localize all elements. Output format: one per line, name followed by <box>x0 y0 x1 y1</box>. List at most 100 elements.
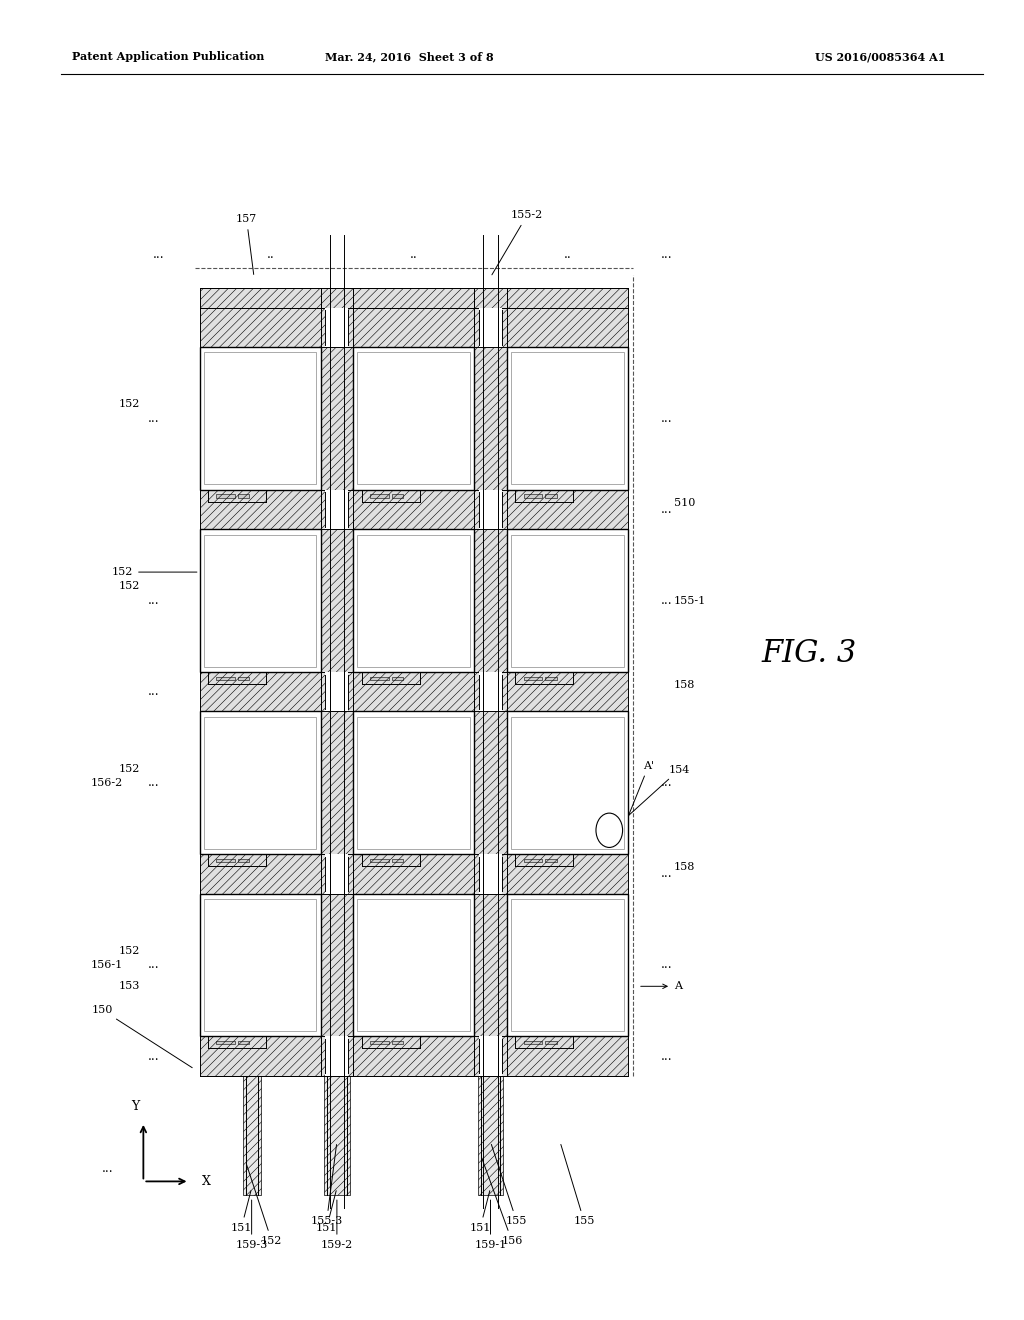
Bar <box>204 899 316 1031</box>
Bar <box>239 495 250 498</box>
Bar <box>200 894 321 1036</box>
Bar <box>507 347 628 490</box>
Text: 158: 158 <box>674 862 695 873</box>
Text: ...: ... <box>660 412 673 425</box>
Text: 156: 156 <box>481 1158 522 1246</box>
Bar <box>370 677 389 680</box>
Text: 510: 510 <box>674 498 695 508</box>
Bar <box>324 1076 350 1195</box>
Text: ...: ... <box>147 776 160 789</box>
Bar <box>357 535 470 667</box>
Bar <box>216 495 236 498</box>
Bar <box>353 347 474 490</box>
Text: 152: 152 <box>112 568 197 577</box>
Text: A': A' <box>624 760 654 826</box>
Text: ...: ... <box>101 1162 114 1175</box>
Text: 159-3: 159-3 <box>236 1200 267 1250</box>
Bar <box>370 1041 389 1044</box>
Bar <box>216 677 236 680</box>
Bar <box>239 1041 250 1044</box>
Bar <box>507 894 628 1036</box>
Bar <box>200 490 628 529</box>
Text: ...: ... <box>660 594 673 607</box>
Bar <box>523 1041 543 1044</box>
Text: 152: 152 <box>119 945 140 956</box>
Text: 155-2: 155-2 <box>492 210 543 275</box>
Bar <box>200 672 628 711</box>
Text: ...: ... <box>660 958 673 972</box>
Text: ..: .. <box>266 248 274 261</box>
Bar <box>546 495 557 498</box>
Text: FIG. 3: FIG. 3 <box>761 638 857 669</box>
Bar <box>200 529 321 672</box>
Bar <box>216 859 236 862</box>
Bar <box>479 854 502 894</box>
Bar <box>353 529 474 672</box>
Bar <box>511 717 624 849</box>
Bar <box>546 677 557 680</box>
Bar <box>200 854 628 894</box>
Bar <box>204 717 316 849</box>
Text: ...: ... <box>147 958 160 972</box>
Text: 151: 151 <box>470 1191 490 1233</box>
Bar <box>370 859 389 862</box>
Bar <box>477 1076 504 1195</box>
Bar <box>479 672 502 711</box>
Bar <box>239 859 250 862</box>
Bar <box>511 352 624 484</box>
Text: X: X <box>202 1175 211 1188</box>
Bar <box>326 490 348 529</box>
Bar <box>392 677 403 680</box>
Text: 157: 157 <box>236 214 257 275</box>
Text: 150: 150 <box>91 1005 193 1068</box>
Bar <box>357 899 470 1031</box>
Bar <box>357 352 470 484</box>
Text: 158: 158 <box>674 680 695 690</box>
Bar <box>479 308 502 347</box>
Bar <box>479 490 502 529</box>
Bar <box>474 288 507 1076</box>
Bar <box>326 308 348 347</box>
Bar <box>511 899 624 1031</box>
Bar <box>523 677 543 680</box>
Text: 155: 155 <box>492 1144 527 1226</box>
Text: 155-1: 155-1 <box>674 595 706 606</box>
Text: 153: 153 <box>119 981 140 991</box>
Text: ...: ... <box>147 685 160 698</box>
Bar <box>243 1076 261 1195</box>
Bar <box>357 717 470 849</box>
Bar <box>392 495 403 498</box>
Bar <box>200 711 321 854</box>
Text: ...: ... <box>147 412 160 425</box>
Text: 156-1: 156-1 <box>91 960 123 970</box>
Bar <box>204 535 316 667</box>
Text: 155: 155 <box>561 1144 595 1226</box>
Text: 154: 154 <box>622 764 690 822</box>
Bar <box>511 535 624 667</box>
Text: ...: ... <box>147 594 160 607</box>
Bar <box>326 854 348 894</box>
Text: ...: ... <box>660 776 673 789</box>
Bar <box>326 1036 348 1076</box>
Bar <box>479 1036 502 1076</box>
Bar <box>239 677 250 680</box>
Text: ...: ... <box>660 503 673 516</box>
Bar <box>523 859 543 862</box>
Text: 159-1: 159-1 <box>474 1200 507 1250</box>
Bar <box>204 352 316 484</box>
Bar <box>546 859 557 862</box>
Bar <box>200 308 628 347</box>
Bar <box>321 288 353 1076</box>
Text: 152: 152 <box>119 763 140 774</box>
Text: 151: 151 <box>316 1191 337 1233</box>
Bar <box>392 1041 403 1044</box>
Text: 152: 152 <box>119 399 140 409</box>
Bar <box>216 1041 236 1044</box>
Text: 155-3: 155-3 <box>310 1144 343 1226</box>
Text: Y: Y <box>131 1100 139 1113</box>
Text: ...: ... <box>147 1049 160 1063</box>
Text: ...: ... <box>660 867 673 880</box>
Bar <box>523 495 543 498</box>
Bar <box>507 711 628 854</box>
Text: ...: ... <box>153 248 165 261</box>
